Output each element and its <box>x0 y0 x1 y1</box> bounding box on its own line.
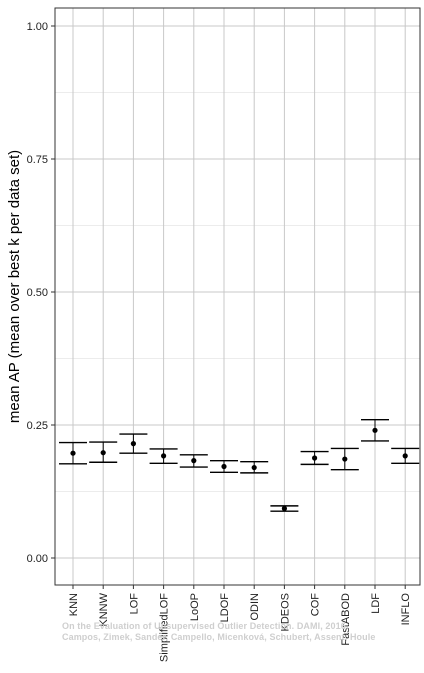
y-axis-label: mean AP (mean over best k per data set) <box>6 150 23 423</box>
mean-point <box>100 450 106 456</box>
x-tick-label: FastABOD <box>340 593 352 646</box>
x-tick-label: KNNW <box>98 592 110 626</box>
watermark-line-1: On the Evaluation of Unsupervised Outlie… <box>62 621 349 631</box>
mean-point <box>312 455 318 461</box>
watermark-line-2: Campos, Zimek, Sander, Campello, Micenko… <box>62 632 376 642</box>
mean-point <box>130 441 136 447</box>
mean-point <box>281 505 287 512</box>
x-tick-label: LDF <box>370 593 382 614</box>
x-tick-label: KNN <box>68 593 80 616</box>
x-tick-label: COF <box>310 593 322 617</box>
plot-panel-border <box>54 7 421 586</box>
mean-point <box>402 453 408 459</box>
mean-point <box>191 458 197 464</box>
x-tick-label: LoOP <box>189 593 201 621</box>
x-tick-label: ODIN <box>249 593 261 621</box>
mean-point <box>251 464 257 471</box>
data-marks <box>59 418 420 512</box>
x-tick-label: KDEOS <box>279 593 291 632</box>
mean-point <box>372 427 378 433</box>
y-tick-label: 0.75 <box>27 154 48 166</box>
y-tick-label: 1.00 <box>27 21 48 33</box>
mean-point <box>221 463 227 470</box>
grid-lines <box>55 8 420 585</box>
mean-point <box>161 453 167 459</box>
y-tick-label: 0.00 <box>27 553 48 565</box>
x-tick-label: INFLO <box>400 593 412 626</box>
x-tick-label: LOF <box>128 593 140 615</box>
x-axis: KNN KNNW LOF SimplifiedLOF LoOP LDOF ODIN KDEOS… <box>68 585 412 662</box>
mean-point <box>342 456 348 462</box>
y-tick-label: 0.50 <box>27 287 48 299</box>
x-tick-label: SimplifiedLOF <box>159 593 171 662</box>
y-tick-label: 0.25 <box>27 420 48 432</box>
mean-point <box>70 450 76 456</box>
x-tick-label: LDOF <box>219 593 231 623</box>
y-axis: 0.00 0.25 0.50 0.75 1.00 <box>27 21 55 565</box>
